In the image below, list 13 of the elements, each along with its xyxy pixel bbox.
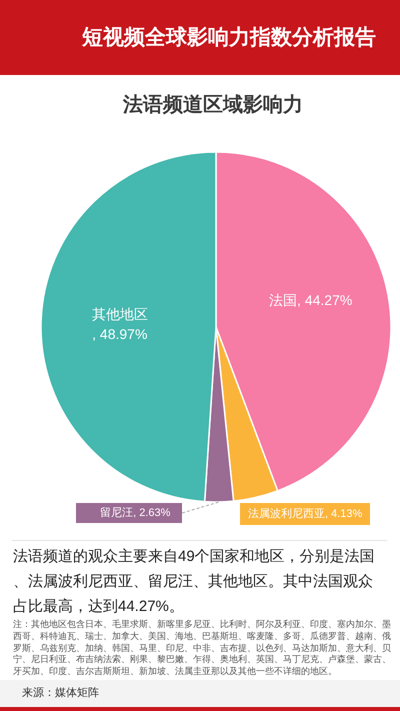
slice-label: 留尼汪 [100,506,134,519]
data-label: , 2.63% [133,506,170,521]
chart-title: 短视频全球影响力指数分析报告 [82,25,377,51]
slice-label: 其他地区 [92,306,148,322]
text: 注：其他地区包含日本、毛里求斯、新喀里多尼亚、比利时、阿尔及利亚、印度、塞内加尔、墨西哥、科特迪瓦、瑞士、加拿大、美国、海地、巴基斯坦、喀麦隆、多哥、瓜德罗普、越南、俄罗斯、乌兹别克、加纳、韩国、马里、印尼、中非、吉布提、以色列、马达加斯加、意大利、贝宁、尼日利亚、布吉纳法索、刚果、黎巴嫩、乍得、奥地利、英国、马丁尼克、卢森堡、蒙古、牙买加、印度、吉尔吉斯斯坦、新加坡、法属圭亚那以及其他一些不详细的地区。 [13,619,392,678]
slice-label: 法国 [269,292,298,308]
slice-label: 法属波利尼西亚 [248,508,325,520]
chart-subtitle: 法语频道区域影响力 [122,93,304,118]
text: 法语频道的观众主要来自49个国家和地区，分别是法国、法属波利尼西亚、留尼汪、其他地区。其中法国观众占比最高，达到44.27%。 [13,547,376,617]
data-label: , 44.27% [297,290,352,310]
data-label: , 4.13% [324,507,362,522]
data-label: , 48.97% [92,324,148,344]
source-note: 来源：媒体矩阵 [22,686,99,701]
